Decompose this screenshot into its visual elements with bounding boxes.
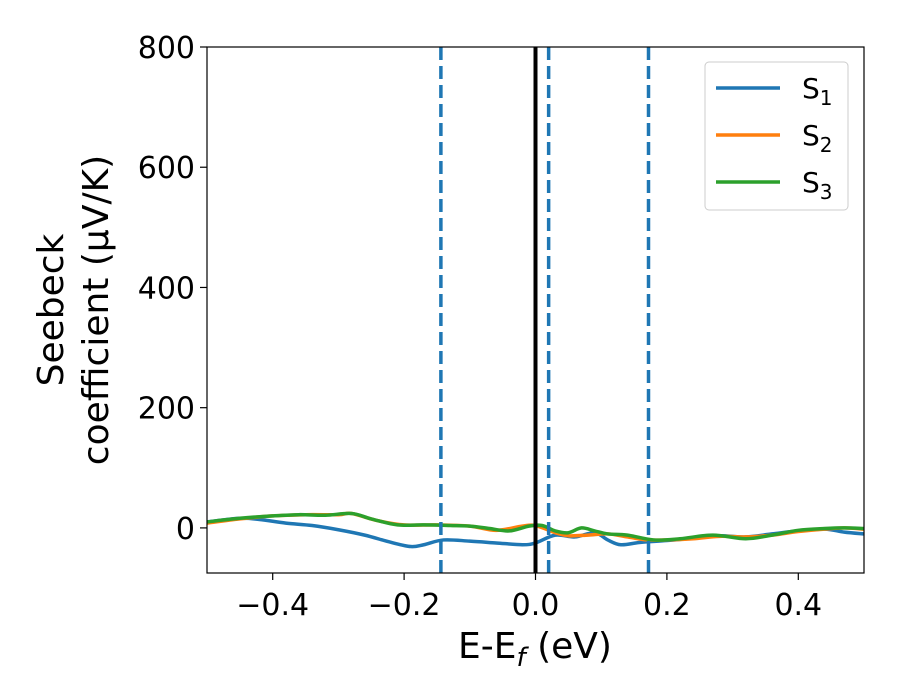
y-axis: 0 200 400 600 800 <box>138 31 207 547</box>
y-tick-label: 400 <box>138 271 195 306</box>
y-axis-label-line1: Seebeck <box>31 233 72 386</box>
y-tick-label: 800 <box>138 31 195 66</box>
legend-label-3: S3 <box>802 166 833 204</box>
legend-label-2: S2 <box>802 119 833 157</box>
y-axis-label-line2: coefficient (μV/K) <box>76 155 117 465</box>
x-tick-label: −0.2 <box>368 588 441 623</box>
legend: S1 S2 S3 <box>704 61 849 211</box>
x-axis: −0.4 −0.2 0.0 0.2 0.4 <box>236 573 822 623</box>
reference-lines <box>439 47 651 573</box>
y-tick-label: 200 <box>138 392 195 427</box>
x-axis-label: E-Ef (eV) <box>458 626 612 673</box>
x-tick-label: 0.4 <box>774 588 822 623</box>
legend-label-1: S1 <box>802 72 833 110</box>
x-tick-label: −0.4 <box>236 588 309 623</box>
y-axis-label: Seebeck coefficient (μV/K) <box>31 155 117 465</box>
x-tick-label: 0.2 <box>643 588 691 623</box>
x-tick-label: 0.0 <box>512 588 560 623</box>
y-tick-label: 0 <box>176 512 195 547</box>
y-tick-label: 600 <box>138 151 195 186</box>
